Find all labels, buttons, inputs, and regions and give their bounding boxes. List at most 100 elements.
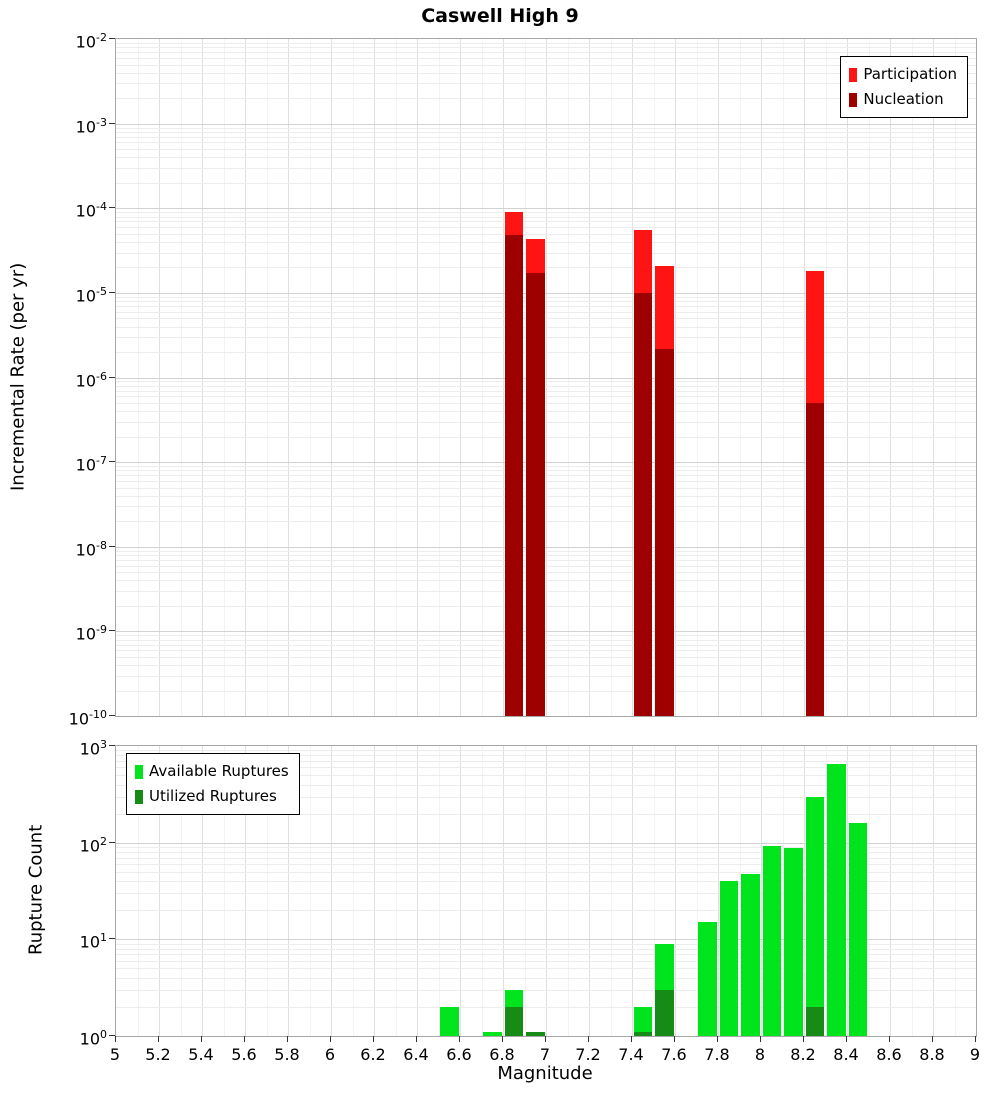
gridline: [589, 746, 590, 1036]
gridline: [116, 555, 976, 556]
gridline: [116, 182, 976, 184]
gridline: [116, 381, 976, 383]
gridline: [567, 746, 569, 1036]
x-tick-mark: [158, 1036, 159, 1042]
gridline: [116, 142, 976, 144]
utilized-ruptures-bar: [633, 1032, 652, 1036]
available-ruptures-bar: [741, 873, 760, 1036]
gridline: [116, 267, 976, 269]
gridline: [116, 495, 976, 497]
legend-label-available-ruptures: Available Ruptures: [149, 762, 289, 780]
gridline: [116, 767, 976, 769]
gridline: [116, 968, 976, 970]
gridline: [116, 559, 976, 561]
gridline: [116, 650, 976, 652]
gridline: [116, 411, 976, 413]
x-tick-mark: [416, 1036, 417, 1042]
gridline: [116, 580, 976, 582]
gridline: [116, 385, 976, 387]
gridline: [546, 746, 547, 1036]
legend-label-nucleation: Nucleation: [863, 90, 944, 108]
gridline: [116, 893, 976, 895]
gridline: [933, 746, 934, 1036]
gridline: [116, 47, 976, 49]
gridline: [116, 784, 976, 786]
gridline: [116, 480, 976, 482]
gridline: [116, 631, 976, 633]
legend-label-participation: Participation: [863, 65, 957, 83]
x-tick-label: 5.4: [188, 1045, 214, 1064]
available-ruptures-bar: [440, 1006, 459, 1036]
utilized-ruptures-bar: [526, 1032, 545, 1036]
x-tick-mark: [674, 1036, 675, 1042]
gridline: [116, 954, 976, 956]
gridline: [116, 639, 976, 641]
gridline: [352, 746, 354, 1036]
gridline: [524, 746, 526, 1036]
gridline: [116, 390, 976, 392]
x-tick-label: 7.8: [704, 1045, 730, 1064]
x-tick-label: 6.6: [446, 1045, 472, 1064]
gridline: [116, 377, 976, 379]
gridline: [116, 227, 976, 228]
gridline: [116, 871, 976, 873]
gridline: [116, 131, 976, 133]
gridline: [116, 487, 976, 489]
gridline: [116, 306, 976, 307]
y-tick-label: 10-4: [75, 200, 107, 221]
available-ruptures-bar: [483, 1032, 502, 1036]
gridline: [116, 421, 976, 423]
gridline: [266, 746, 268, 1036]
gridline: [116, 775, 976, 777]
gridline: [116, 977, 976, 979]
gridline: [116, 466, 976, 467]
gridline: [116, 761, 976, 762]
gridline: [460, 746, 461, 1036]
gridline: [116, 326, 976, 328]
gridline: [116, 881, 976, 883]
gridline: [116, 910, 976, 912]
gridline: [116, 52, 976, 54]
gridline: [116, 462, 976, 464]
gridline: [116, 337, 976, 339]
gridline: [116, 403, 976, 404]
available-ruptures-bar: [784, 848, 803, 1036]
gridline: [116, 852, 976, 853]
available-ruptures-bar: [698, 922, 717, 1036]
x-tick-label: 7.6: [661, 1045, 687, 1064]
nucleation-bar: [633, 292, 652, 716]
legend-label-utilized-ruptures: Utilized Ruptures: [149, 787, 277, 805]
x-tick-mark: [244, 1036, 245, 1042]
y-tick-mark: [109, 376, 115, 378]
gridline: [116, 221, 976, 223]
x-tick-mark: [115, 1036, 116, 1042]
gridline: [116, 296, 976, 298]
y-tick-label: 10-5: [75, 284, 107, 306]
gridline: [116, 352, 976, 353]
y-tick-mark: [109, 630, 115, 632]
y-tick-label: 10-9: [75, 623, 107, 644]
x-tick-label: 8.8: [919, 1045, 945, 1064]
gridline: [868, 746, 870, 1036]
gridline: [632, 746, 633, 1036]
gridline: [116, 644, 976, 646]
y-tick-label: 10-7: [75, 454, 107, 475]
x-tick-mark: [975, 1036, 976, 1042]
y-tick-mark: [109, 207, 115, 209]
y-tick-mark: [109, 745, 115, 746]
available-ruptures-bar: [827, 764, 846, 1036]
x-tick-label: 7.2: [575, 1045, 601, 1064]
gridline: [116, 665, 976, 667]
gridline: [116, 943, 976, 945]
gridline: [116, 127, 976, 129]
gridline: [804, 746, 805, 1036]
y-tick-mark: [109, 461, 115, 463]
x-tick-label: 8: [754, 1045, 766, 1064]
x-axis-label: Magnitude: [497, 1063, 593, 1084]
x-tick-label: 8.4: [833, 1045, 859, 1064]
legend-entry-utilized-ruptures: Utilized Ruptures: [135, 784, 289, 809]
gridline: [309, 746, 311, 1036]
gridline: [116, 83, 976, 85]
legend-entry-available-ruptures: Available Ruptures: [135, 759, 289, 784]
